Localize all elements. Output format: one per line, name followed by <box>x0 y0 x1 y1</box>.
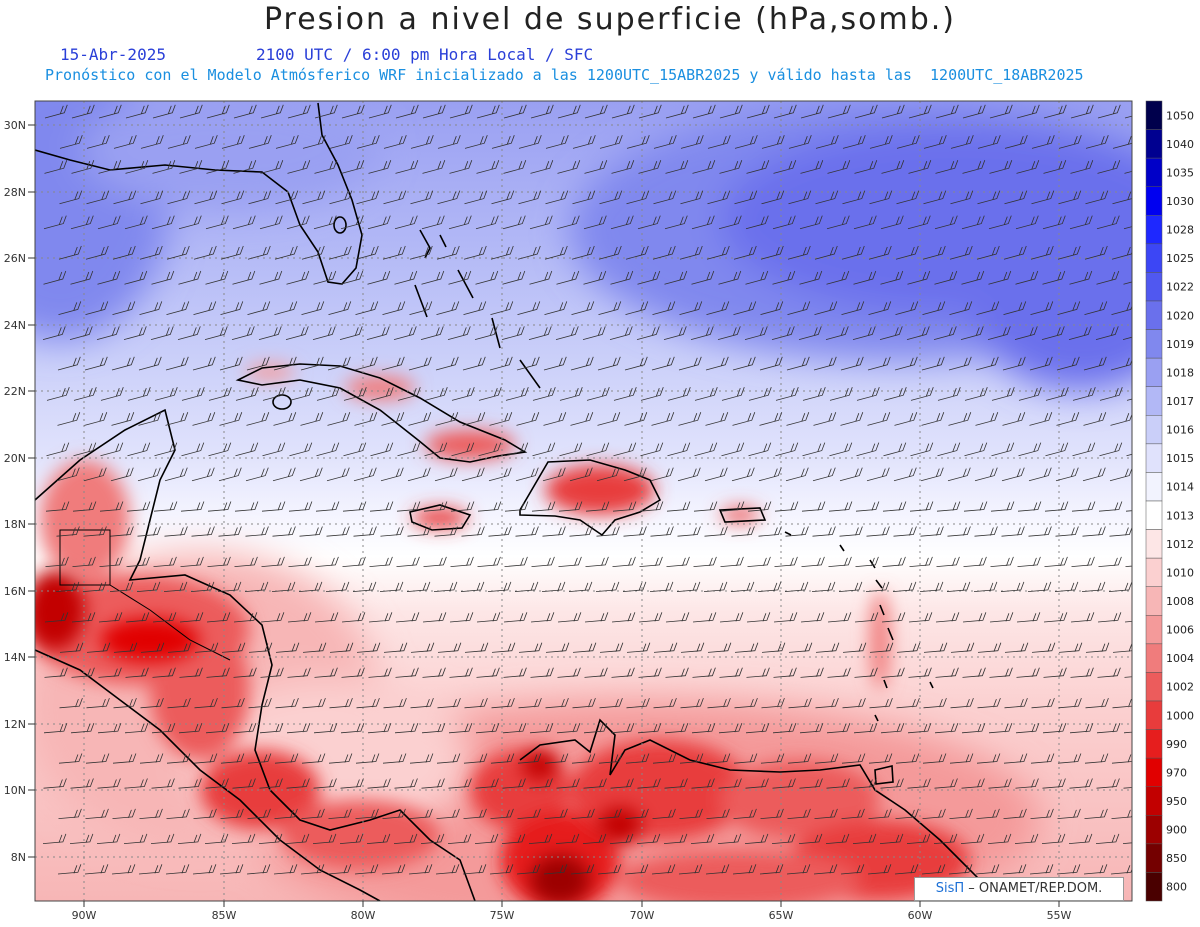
colorbar-label: 1004 <box>1166 652 1194 665</box>
colorbar-swatch <box>1145 643 1163 673</box>
colorbar-swatch <box>1145 815 1163 845</box>
colorbar-label: 800 <box>1166 881 1187 894</box>
colorbar-swatch <box>1145 386 1163 416</box>
colorbar-label: 900 <box>1166 824 1187 837</box>
colorbar-swatch <box>1145 157 1163 187</box>
lat-tick-label: 20N <box>4 452 26 465</box>
colorbar-swatch <box>1145 300 1163 330</box>
valid-time-info: 2100 UTC / 6:00 pm Hora Local / SFC <box>256 45 594 64</box>
colorbar-swatch <box>1145 700 1163 730</box>
colorbar-label: 1006 <box>1166 624 1194 637</box>
colorbar-label: 990 <box>1166 738 1187 751</box>
lat-tick-label: 22N <box>4 385 26 398</box>
colorbar-swatch <box>1145 843 1163 873</box>
lat-tick-label: 18N <box>4 518 26 531</box>
colorbar-label: 850 <box>1166 852 1187 865</box>
colorbar-label: 1012 <box>1166 538 1194 551</box>
colorbar-swatch <box>1145 529 1163 559</box>
colorbar-swatch <box>1145 615 1163 645</box>
colorbar-swatch <box>1145 729 1163 759</box>
colorbar-label: 1028 <box>1166 224 1194 237</box>
colorbar-swatch <box>1145 443 1163 473</box>
colorbar-swatch <box>1145 186 1163 216</box>
colorbar-label: 1013 <box>1166 509 1194 522</box>
colorbar-label: 1030 <box>1166 195 1194 208</box>
colorbar-label: 1050 <box>1166 109 1194 122</box>
valid-date: 15-Abr-2025 <box>60 45 166 64</box>
colorbar-label: 1016 <box>1166 424 1194 437</box>
colorbar-swatch <box>1145 415 1163 445</box>
colorbar-label: 950 <box>1166 795 1187 808</box>
lon-tick-label: 55W <box>1047 909 1072 922</box>
wind-barbs <box>42 104 1132 875</box>
graticule <box>35 101 1132 901</box>
lat-tick-label: 14N <box>4 651 26 664</box>
lat-tick-label: 28N <box>4 186 26 199</box>
lat-axis: 30N 28N 26N 24N 22N 20N 18N 16N 14N 12N … <box>4 119 35 864</box>
lat-tick-label: 10N <box>4 784 26 797</box>
lat-tick-label: 8N <box>11 851 26 864</box>
credit-dash: – <box>968 881 979 896</box>
lon-tick-label: 60W <box>908 909 933 922</box>
colorbar-swatch <box>1145 500 1163 530</box>
colorbar-label: 1035 <box>1166 166 1194 179</box>
lon-tick-label: 85W <box>212 909 237 922</box>
lat-tick-label: 26N <box>4 252 26 265</box>
lon-tick-label: 70W <box>630 909 655 922</box>
colorbar-label: 1015 <box>1166 452 1194 465</box>
lon-tick-label: 90W <box>72 909 97 922</box>
colorbar-swatch <box>1145 100 1163 130</box>
lon-axis: 90W 85W 80W 75W 70W 65W 60W 55W <box>72 901 1072 922</box>
colorbar-swatch <box>1145 472 1163 502</box>
pressure-field <box>35 101 1132 901</box>
colorbar-swatch <box>1145 272 1163 302</box>
colorbar-swatch <box>1145 557 1163 587</box>
colorbar-label: 970 <box>1166 766 1187 779</box>
lat-tick-label: 12N <box>4 718 26 731</box>
colorbar-label: 1022 <box>1166 281 1194 294</box>
map-frame <box>34 100 1133 902</box>
sispi-logo: SisΠ <box>935 881 965 896</box>
colorbar-swatch <box>1145 243 1163 273</box>
credit-text: ONAMET/REP.DOM. <box>978 881 1103 896</box>
lon-tick-label: 75W <box>490 909 515 922</box>
forecast-info: Pronóstico con el Modelo Atmósferico WRF… <box>45 66 1084 84</box>
colorbar-swatch <box>1145 329 1163 359</box>
lat-tick-label: 30N <box>4 119 26 132</box>
colorbar-swatch <box>1145 357 1163 387</box>
colorbar-label: 1002 <box>1166 681 1194 694</box>
lon-tick-label: 65W <box>769 909 794 922</box>
map-title: Presion a nivel de superficie (hPa,somb.… <box>263 2 957 37</box>
colorbar-swatch <box>1145 786 1163 816</box>
lat-tick-label: 24N <box>4 319 26 332</box>
colorbar-swatch <box>1145 129 1163 159</box>
colorbar-swatch <box>1145 586 1163 616</box>
colorbar-label: 1020 <box>1166 309 1194 322</box>
colorbar-label: 1025 <box>1166 252 1194 265</box>
colorbar-label: 1017 <box>1166 395 1194 408</box>
colorbar-label: 1014 <box>1166 481 1194 494</box>
lon-tick-label: 80W <box>351 909 376 922</box>
colorbar-swatch <box>1145 672 1163 702</box>
lat-tick-label: 16N <box>4 585 26 598</box>
colorbar-label: 1010 <box>1166 566 1194 579</box>
wind-barb-set <box>42 104 1132 875</box>
colorbar-swatch <box>1145 872 1163 902</box>
colorbar-label: 1019 <box>1166 338 1194 351</box>
colorbar-swatch <box>1145 757 1163 787</box>
pressure-colorbar: 1050 1040 1035 1030 1028 1025 1022 1020 1019 1018… <box>1145 100 1194 902</box>
colorbar-label: 1000 <box>1166 709 1194 722</box>
colorbar-swatch <box>1145 215 1163 245</box>
colorbar-label: 1008 <box>1166 595 1194 608</box>
credit-box: SisΠ – ONAMET/REP.DOM. <box>914 877 1124 901</box>
colorbar-label: 1018 <box>1166 366 1194 379</box>
colorbar-label: 1040 <box>1166 138 1194 151</box>
